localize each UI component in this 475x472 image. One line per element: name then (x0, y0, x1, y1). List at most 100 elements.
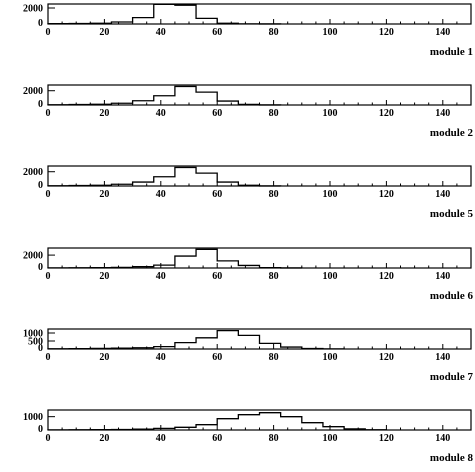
x-tick-label: 40 (156, 27, 166, 38)
histogram-outline (47, 85, 282, 106)
y-tick-label: 0 (38, 343, 43, 354)
y-tick-label: 0 (38, 99, 43, 110)
x-tick-label: 0 (46, 189, 51, 200)
x-tick-label: 100 (323, 271, 338, 282)
plot-frame (47, 165, 472, 187)
x-tick-label: 100 (323, 189, 338, 200)
plot-frame (47, 84, 472, 106)
x-tick-label: 60 (212, 271, 222, 282)
x-tick-label: 60 (212, 27, 222, 38)
x-tick-label: 60 (212, 352, 222, 363)
histogram-bin (260, 343, 281, 349)
x-tick-label: 140 (435, 189, 450, 200)
x-tick-label: 40 (156, 189, 166, 200)
x-tick-label: 140 (435, 108, 450, 119)
histogram-bin (175, 86, 196, 105)
y-tick-label: 0 (38, 262, 43, 273)
y-tick-label: 2000 (23, 86, 43, 97)
x-tick-label: 20 (99, 189, 109, 200)
x-tick-label: 80 (269, 189, 279, 200)
plot-frame (47, 3, 472, 25)
module-label: module 8 (430, 452, 474, 464)
y-tick-label: 2000 (23, 4, 43, 15)
x-tick-label: 20 (99, 271, 109, 282)
histogram-bin (175, 256, 196, 268)
histogram-bin (238, 335, 259, 349)
x-tick-label: 40 (156, 433, 166, 444)
histogram-bin (196, 338, 217, 349)
histogram-bin (175, 5, 196, 24)
y-tick-label: 2000 (23, 251, 43, 262)
histogram-bin (281, 417, 302, 430)
x-tick-label: 0 (46, 352, 51, 363)
x-tick-label: 60 (212, 189, 222, 200)
histogram-bin (217, 419, 238, 430)
x-tick-label: 20 (99, 433, 109, 444)
histogram-bin (217, 331, 238, 349)
histogram-bin (196, 249, 217, 268)
x-tick-label: 120 (379, 108, 394, 119)
histogram-bin (217, 261, 238, 268)
x-tick-label: 120 (379, 271, 394, 282)
x-tick-label: 0 (46, 27, 51, 38)
x-tick-label: 40 (156, 271, 166, 282)
histogram-bin (154, 177, 175, 186)
x-tick-label: 20 (99, 27, 109, 38)
module-label: module 1 (430, 46, 473, 58)
y-tick-label: 2000 (23, 167, 43, 178)
x-tick-label: 40 (156, 108, 166, 119)
x-tick-label: 140 (435, 352, 450, 363)
histogram-bin (154, 96, 175, 105)
x-tick-label: 120 (379, 27, 394, 38)
x-tick-label: 120 (379, 352, 394, 363)
x-tick-label: 40 (156, 352, 166, 363)
histogram-bin (260, 413, 281, 430)
y-tick-label: 1000 (23, 329, 43, 340)
x-tick-label: 20 (99, 352, 109, 363)
histogram-bin (154, 4, 175, 24)
x-tick-label: 80 (269, 352, 279, 363)
histogram-bin (302, 423, 323, 430)
histogram-outline (47, 412, 388, 431)
x-tick-label: 80 (269, 27, 279, 38)
y-tick-label: 0 (38, 18, 43, 29)
x-tick-label: 80 (269, 271, 279, 282)
x-tick-label: 20 (99, 108, 109, 119)
histogram-bin (196, 425, 217, 430)
x-tick-label: 60 (212, 108, 222, 119)
x-tick-label: 100 (323, 433, 338, 444)
x-tick-label: 80 (269, 433, 279, 444)
histogram-outline (47, 248, 303, 269)
x-tick-label: 120 (379, 433, 394, 444)
histogram-bin (175, 343, 196, 349)
histogram-bin (196, 92, 217, 105)
histogram-bin (196, 18, 217, 24)
x-tick-label: 0 (46, 271, 51, 282)
x-tick-label: 100 (323, 27, 338, 38)
histogram-bin (196, 173, 217, 186)
x-tick-label: 100 (323, 108, 338, 119)
histogram-outline (47, 3, 282, 25)
x-tick-label: 0 (46, 108, 51, 119)
x-tick-label: 140 (435, 433, 450, 444)
x-tick-label: 140 (435, 27, 450, 38)
y-tick-label: 500 (28, 337, 43, 348)
x-tick-label: 120 (379, 189, 394, 200)
histogram-bin (175, 167, 196, 186)
y-tick-label: 0 (38, 180, 43, 191)
module-label: module 5 (430, 208, 474, 220)
module-label: module 6 (430, 290, 474, 302)
x-tick-label: 140 (435, 271, 450, 282)
x-tick-label: 100 (323, 352, 338, 363)
histogram-bin (133, 18, 154, 24)
x-tick-label: 60 (212, 433, 222, 444)
module-label: module 2 (430, 127, 474, 139)
histogram-panel: 0 20 40 60 80 100 120 140 0 2000 module 1 (23, 3, 473, 58)
histogram-outline (47, 166, 282, 187)
